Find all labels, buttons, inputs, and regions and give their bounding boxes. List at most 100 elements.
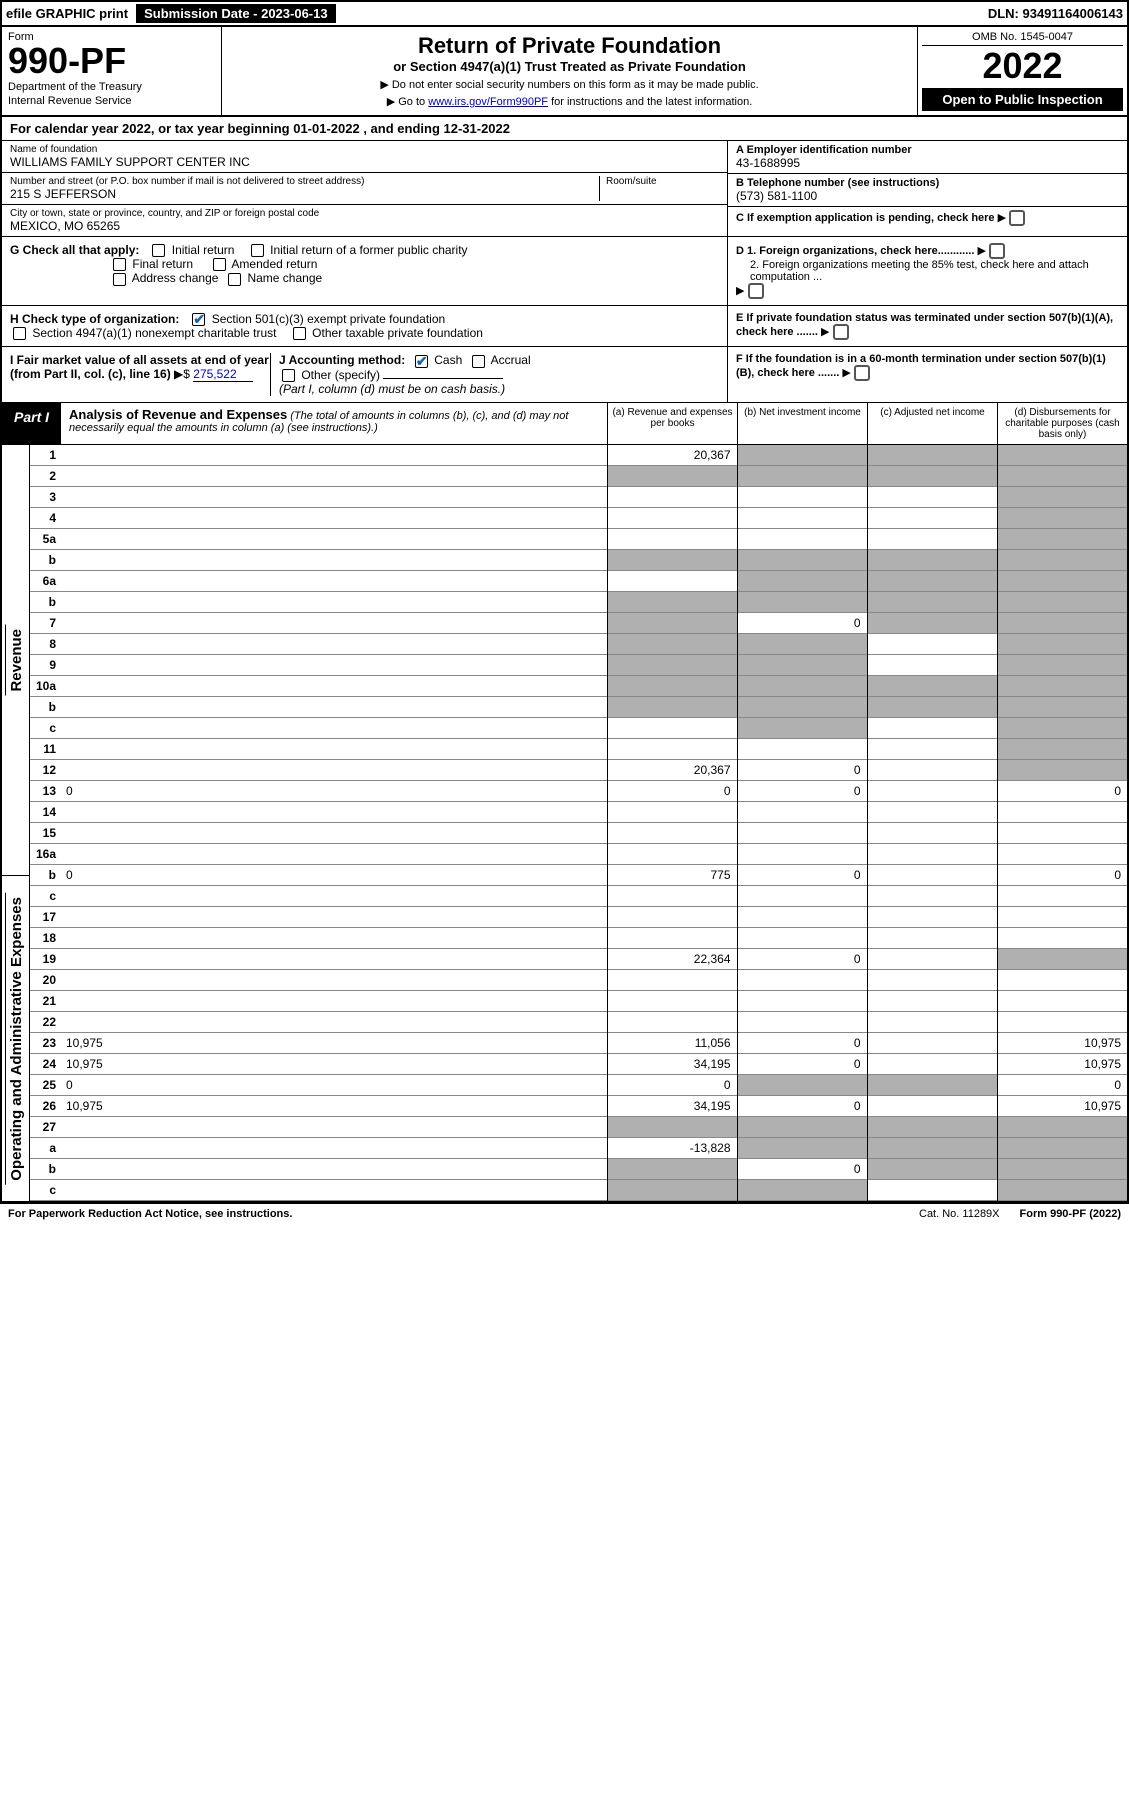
col-a-val [607,1011,737,1032]
part1-header: Part I Analysis of Revenue and Expenses … [2,403,1127,445]
header-left: Form 990-PF Department of the Treasury I… [2,27,222,115]
row-num: 9 [30,654,62,675]
col-b-val [737,906,867,927]
col-d-head: (d) Disbursements for charitable purpose… [997,403,1127,444]
row-num: 3 [30,486,62,507]
row-desc [62,927,607,948]
row-num: b [30,696,62,717]
g-initial-cb[interactable] [152,244,165,257]
dept-treasury: Department of the Treasury [8,81,215,93]
j-other-cb[interactable] [282,369,295,382]
col-b-val [737,696,867,717]
foundation-name-cell: Name of foundation WILLIAMS FAMILY SUPPO… [2,141,727,173]
table-row: c [30,1179,1127,1200]
row-num: 23 [30,1032,62,1053]
row-num: 13 [30,780,62,801]
table-row: 22 [30,1011,1127,1032]
col-b-val [737,654,867,675]
row-num: 7 [30,612,62,633]
g-address-cb[interactable] [113,273,126,286]
col-a-val [607,612,737,633]
col-c-val [867,843,997,864]
h-501c3-cb[interactable] [192,313,205,326]
col-a-val [607,507,737,528]
col-b-val [737,1137,867,1158]
col-a-val [607,696,737,717]
note-ssn: ▶ Do not enter social security numbers o… [232,78,907,91]
col-c-val [867,801,997,822]
col-d-val: 0 [997,864,1127,885]
row-desc [62,1011,607,1032]
row-num: 27 [30,1116,62,1137]
g-initial-former-cb[interactable] [251,244,264,257]
row-desc: 0 [62,780,607,801]
g-final-cb[interactable] [113,258,126,271]
col-b-val [737,591,867,612]
table-row: 70 [30,612,1127,633]
part1-label: Part I [2,403,61,444]
row-desc [62,990,607,1011]
row-desc: 0 [62,1074,607,1095]
col-d-val [997,759,1127,780]
irs-link[interactable]: www.irs.gov/Form990PF [428,96,548,108]
col-c-val [867,654,997,675]
col-a-val [607,990,737,1011]
col-c-val [867,738,997,759]
row-desc [62,822,607,843]
row-num: 22 [30,1011,62,1032]
col-c-val [867,1158,997,1179]
h-other-cb[interactable] [293,327,306,340]
row-num: b [30,1158,62,1179]
g-amended-cb[interactable] [213,258,226,271]
col-d-val [997,570,1127,591]
col-d-val [997,927,1127,948]
d2-checkbox[interactable] [748,283,764,299]
row-num: 8 [30,633,62,654]
col-b-val [737,465,867,486]
dept-irs: Internal Revenue Service [8,95,215,107]
col-d-val: 10,975 [997,1095,1127,1116]
col-c-val [867,1137,997,1158]
row-num: 15 [30,822,62,843]
col-c-val [867,864,997,885]
row-desc: 10,975 [62,1095,607,1116]
row-desc [62,906,607,927]
col-d-val [997,801,1127,822]
d1-checkbox[interactable] [989,243,1005,259]
row-desc [62,969,607,990]
col-c-val [867,948,997,969]
pra-notice: For Paperwork Reduction Act Notice, see … [8,1208,292,1220]
row-desc [62,717,607,738]
g-name-cb[interactable] [228,273,241,286]
row-num: c [30,1179,62,1200]
col-b-val: 0 [737,1095,867,1116]
table-row: 16a [30,843,1127,864]
row-desc [62,1116,607,1137]
e-checkbox[interactable] [833,324,849,340]
row-num: c [30,885,62,906]
c-cell: C If exemption application is pending, c… [728,207,1127,229]
col-c-val [867,465,997,486]
row-num: b [30,591,62,612]
col-c-val [867,549,997,570]
f-checkbox[interactable] [854,365,870,381]
col-b-val [737,822,867,843]
h-4947-cb[interactable] [13,327,26,340]
row-num: 16a [30,843,62,864]
j-cash-cb[interactable] [415,355,428,368]
row-num: 2 [30,465,62,486]
col-d-val [997,445,1127,466]
col-a-val: 20,367 [607,445,737,466]
expenses-label: Operating and Administrative Expenses [5,893,27,1185]
j-accrual-cb[interactable] [472,355,485,368]
row-num: c [30,717,62,738]
row-desc: 10,975 [62,1053,607,1074]
c-checkbox[interactable] [1009,210,1025,226]
col-b-val: 0 [737,759,867,780]
col-c-val [867,507,997,528]
col-c-val [867,885,997,906]
col-b-val [737,528,867,549]
calendar-year-line: For calendar year 2022, or tax year begi… [2,117,1127,141]
analysis-table: 120,3672345ab6ab708910abc111220,36701300… [30,445,1127,1201]
col-d-val [997,990,1127,1011]
